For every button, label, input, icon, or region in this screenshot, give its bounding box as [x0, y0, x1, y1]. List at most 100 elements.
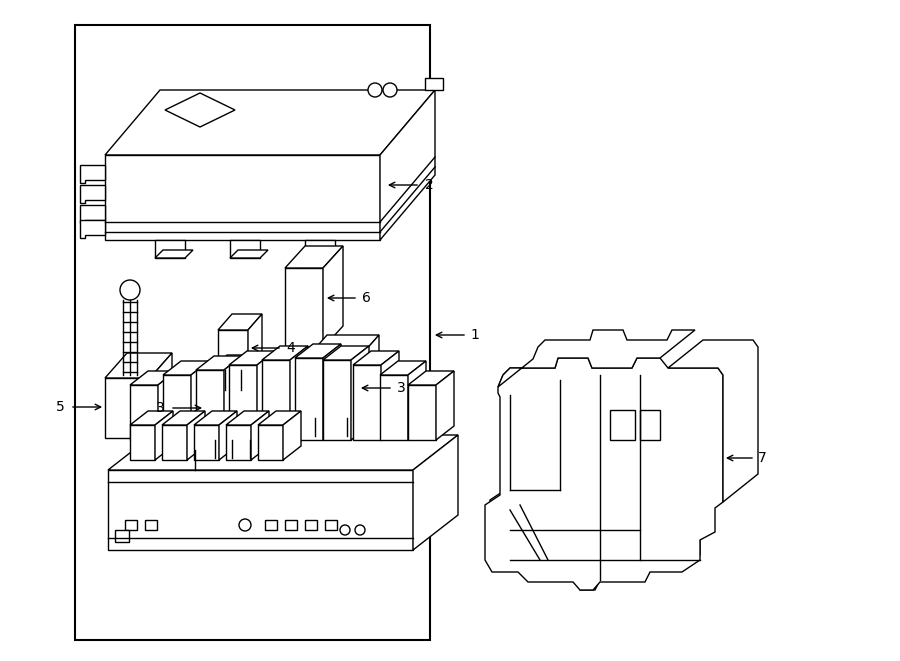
Polygon shape	[381, 351, 399, 440]
Polygon shape	[260, 355, 282, 440]
Polygon shape	[226, 411, 269, 425]
Bar	[265, 520, 277, 530]
Bar	[75, 25, 430, 640]
Text: 3: 3	[157, 401, 165, 415]
Circle shape	[239, 519, 251, 531]
Polygon shape	[248, 314, 262, 370]
Polygon shape	[130, 385, 158, 440]
Polygon shape	[196, 370, 224, 440]
Polygon shape	[163, 361, 209, 375]
Circle shape	[368, 83, 382, 97]
Polygon shape	[295, 344, 341, 358]
Polygon shape	[80, 165, 105, 183]
Polygon shape	[158, 371, 176, 440]
Polygon shape	[191, 361, 209, 440]
Polygon shape	[305, 335, 379, 360]
Polygon shape	[229, 351, 275, 365]
Text: 3: 3	[397, 381, 406, 395]
Text: 4: 4	[286, 341, 295, 355]
Polygon shape	[105, 155, 380, 240]
Bar	[115, 530, 129, 542]
Circle shape	[120, 280, 140, 300]
Polygon shape	[155, 411, 173, 460]
Polygon shape	[108, 470, 413, 550]
Polygon shape	[290, 346, 308, 440]
Polygon shape	[283, 411, 301, 460]
Polygon shape	[285, 246, 343, 268]
Polygon shape	[205, 380, 260, 440]
Polygon shape	[305, 360, 357, 418]
Polygon shape	[251, 411, 269, 460]
Polygon shape	[218, 330, 248, 370]
Polygon shape	[130, 371, 176, 385]
Circle shape	[355, 525, 365, 535]
Polygon shape	[230, 250, 268, 258]
Polygon shape	[226, 425, 251, 460]
Polygon shape	[285, 268, 323, 348]
Polygon shape	[194, 411, 237, 425]
Polygon shape	[323, 246, 343, 348]
Polygon shape	[130, 425, 155, 460]
Polygon shape	[380, 375, 408, 440]
Polygon shape	[219, 411, 237, 460]
Polygon shape	[380, 90, 435, 240]
Polygon shape	[351, 346, 369, 440]
Polygon shape	[353, 351, 399, 365]
Polygon shape	[80, 185, 105, 203]
Polygon shape	[130, 411, 173, 425]
Polygon shape	[262, 346, 308, 360]
Polygon shape	[490, 360, 720, 590]
Polygon shape	[155, 250, 193, 258]
Polygon shape	[380, 361, 426, 375]
Polygon shape	[80, 220, 105, 238]
Text: 7: 7	[758, 451, 767, 465]
Polygon shape	[230, 240, 260, 258]
Circle shape	[340, 525, 350, 535]
Bar	[325, 520, 337, 530]
Polygon shape	[353, 365, 381, 440]
Polygon shape	[163, 375, 191, 440]
Polygon shape	[105, 378, 150, 438]
Polygon shape	[498, 330, 695, 387]
Polygon shape	[436, 371, 454, 440]
Polygon shape	[162, 411, 205, 425]
Polygon shape	[258, 425, 283, 460]
Bar	[640, 410, 660, 440]
Polygon shape	[187, 411, 205, 460]
Polygon shape	[165, 93, 235, 127]
Polygon shape	[105, 353, 172, 378]
Bar	[610, 410, 635, 440]
Bar	[305, 520, 317, 530]
Bar	[285, 520, 297, 530]
Circle shape	[189, 439, 201, 451]
Polygon shape	[668, 340, 758, 502]
Polygon shape	[425, 78, 443, 90]
Polygon shape	[162, 425, 187, 460]
Text: 5: 5	[56, 400, 65, 414]
Polygon shape	[323, 346, 369, 360]
Bar	[145, 520, 157, 530]
Polygon shape	[224, 356, 242, 440]
Polygon shape	[80, 205, 105, 223]
Polygon shape	[108, 435, 458, 470]
Circle shape	[383, 83, 397, 97]
Polygon shape	[229, 365, 257, 440]
Text: 1: 1	[470, 328, 479, 342]
Polygon shape	[150, 353, 172, 438]
Polygon shape	[205, 355, 282, 380]
Polygon shape	[257, 351, 275, 440]
Polygon shape	[408, 385, 436, 440]
Polygon shape	[485, 358, 723, 590]
Polygon shape	[408, 361, 426, 440]
Polygon shape	[323, 360, 351, 440]
Polygon shape	[258, 411, 301, 425]
Polygon shape	[155, 240, 185, 258]
Polygon shape	[295, 358, 323, 440]
Polygon shape	[105, 90, 435, 155]
Text: 6: 6	[362, 291, 371, 305]
Text: 2: 2	[425, 178, 434, 192]
Polygon shape	[413, 435, 458, 550]
Polygon shape	[194, 425, 219, 460]
Polygon shape	[323, 344, 341, 440]
Polygon shape	[305, 240, 335, 258]
